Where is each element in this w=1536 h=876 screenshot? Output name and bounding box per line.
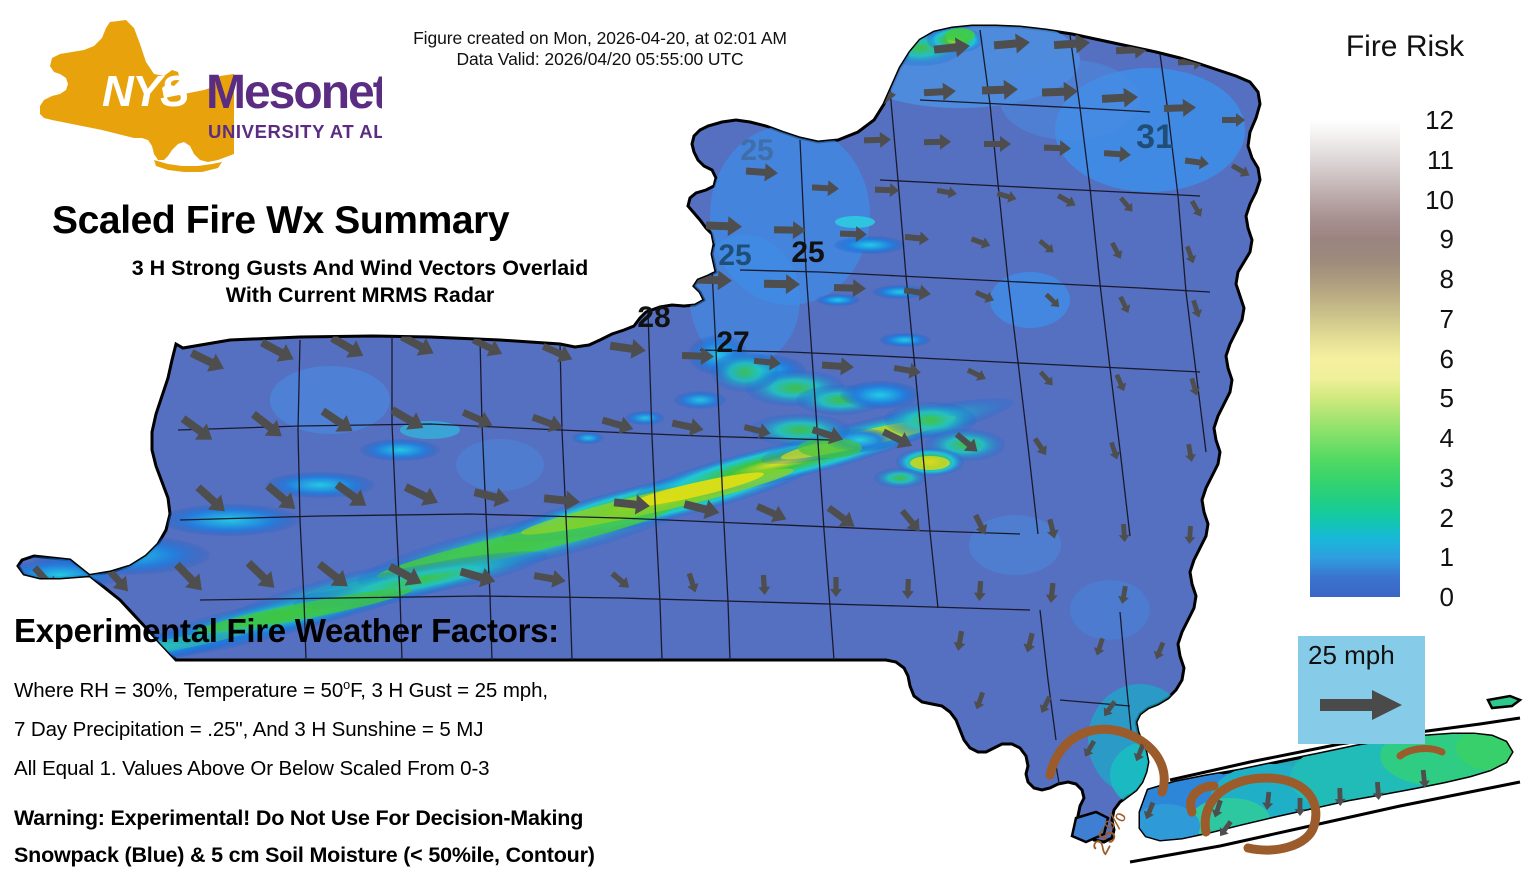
colorbar-tick-10: 10	[1425, 184, 1454, 215]
subtitle-line-1: 3 H Strong Gusts And Wind Vectors Overla…	[131, 256, 589, 280]
logo-nys-text: NYS	[102, 67, 189, 116]
contour-label-0: 25%	[1087, 806, 1132, 859]
colorbar-tick-6: 6	[1439, 343, 1454, 374]
subtitle-line-2: With Current MRMS Radar	[225, 283, 495, 307]
logo-tagline-text: UNIVERSITY AT ALBANY	[208, 121, 382, 142]
wind-reference-arrow-icon	[1320, 690, 1404, 725]
colorbar-tick-5: 5	[1439, 383, 1454, 414]
page-subtitle: 3 H Strong Gusts And Wind Vectors Overla…	[50, 255, 670, 309]
colorbar-tick-3: 3	[1439, 462, 1454, 493]
figure-created-line: Figure created on Mon, 2026-04-20, at 02…	[413, 28, 787, 48]
wind-legend-label: 25 mph	[1308, 640, 1395, 670]
warning-line-2: Snowpack (Blue) & 5 cm Soil Moisture (< …	[14, 843, 595, 867]
colorbar-tick-2: 2	[1439, 502, 1454, 533]
colorbar-tick-7: 7	[1439, 303, 1454, 334]
gust-label-0: 25	[740, 134, 773, 167]
gust-label-5: 31	[1136, 118, 1174, 156]
figure-timestamp-block: Figure created on Mon, 2026-04-20, at 02…	[330, 28, 870, 70]
gust-label-2: 25	[791, 236, 824, 269]
gust-label-1: 25	[718, 239, 751, 272]
colorbar-tick-9: 9	[1439, 224, 1454, 255]
factor-line-2: 7 Day Precipitation = .25", And 3 H Suns…	[14, 718, 484, 741]
page-title: Scaled Fire Wx Summary	[52, 199, 510, 242]
ny-state-silhouette	[40, 20, 234, 162]
nys-mesonet-logo[interactable]: NYS Mesonet UNIVERSITY AT ALBANY	[22, 14, 382, 174]
colorbar-tick-labels: 12 11 10 9 8 7 6 5 4 3 2 1 0	[1408, 107, 1468, 610]
colorbar-tick-12: 12	[1425, 105, 1454, 135]
data-valid-line: Data Valid: 2026/04/20 05:55:00 UTC	[456, 49, 744, 69]
factor-line-3: All Equal 1. Values Above Or Below Scale…	[14, 757, 490, 780]
gust-label-4: 27	[716, 326, 749, 359]
logo-mesonet-text: Mesonet	[206, 66, 382, 119]
fire-weather-factors-heading: Experimental Fire Weather Factors:	[14, 612, 559, 649]
warning-line-1: Warning: Experimental! Do Not Use For De…	[14, 806, 584, 830]
colorbar-tick-0: 0	[1439, 582, 1454, 612]
contour-labels-group: 25%	[1087, 806, 1132, 859]
fire-risk-colorbar	[1310, 120, 1400, 597]
wind-vector-field-long-island	[1143, 769, 1430, 837]
colorbar-tick-8: 8	[1439, 264, 1454, 294]
soil-moisture-contour	[1045, 724, 1446, 855]
factor-line-1: Where RH = 30%, Temperature = 50oF, 3 H …	[14, 678, 548, 703]
colorbar-tick-11: 11	[1427, 144, 1454, 175]
colorbar-title: Fire Risk	[1345, 30, 1465, 63]
colorbar-tick-1: 1	[1439, 542, 1454, 573]
factor-line-1a: Where RH = 30%, Temperature = 50	[14, 679, 344, 702]
wind-reference-legend: 25 mph	[1298, 636, 1425, 744]
factor-line-1b: F, 3 H Gust = 25 mph,	[350, 679, 548, 702]
degree-symbol: o	[343, 677, 351, 693]
colorbar-tick-4: 4	[1439, 423, 1454, 453]
